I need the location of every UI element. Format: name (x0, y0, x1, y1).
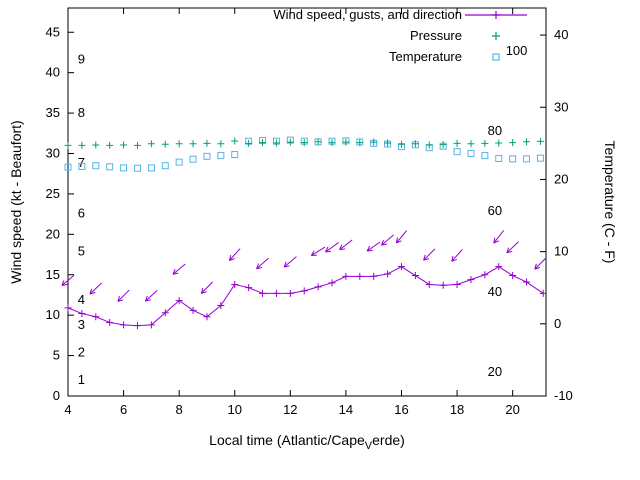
legend-item-wind: Wind speed, gusts, and direction (150, 4, 530, 25)
svg-text:10: 10 (228, 402, 242, 417)
svg-text:0: 0 (554, 316, 561, 331)
svg-text:6: 6 (78, 205, 85, 220)
x-axis-title-subscript: V (364, 439, 373, 452)
svg-text:7: 7 (78, 155, 85, 170)
temperature-square-icon (462, 50, 530, 64)
svg-text:35: 35 (46, 105, 60, 120)
svg-text:12: 12 (283, 402, 297, 417)
wind-gust-vectors (61, 230, 547, 302)
svg-text:100: 100 (506, 43, 528, 58)
legend-item-pressure: Pressure (150, 25, 530, 46)
svg-text:20: 20 (488, 364, 502, 379)
svg-text:10: 10 (46, 307, 60, 322)
svg-text:8: 8 (78, 105, 85, 120)
svg-text:4: 4 (64, 402, 71, 417)
svg-text:60: 60 (488, 203, 502, 218)
x-axis-title-suffix: erde) (372, 432, 405, 448)
svg-text:16: 16 (394, 402, 408, 417)
svg-text:14: 14 (339, 402, 353, 417)
legend: Wind speed, gusts, and direction Pressur… (150, 4, 530, 67)
legend-label-pressure: Pressure (409, 28, 462, 43)
svg-text:15: 15 (46, 267, 60, 282)
y-right-ticks: -10 0 10 20 30 40 (540, 27, 573, 403)
svg-text:20: 20 (46, 226, 60, 241)
svg-text:25: 25 (46, 186, 60, 201)
svg-text:80: 80 (488, 123, 502, 138)
svg-text:18: 18 (450, 402, 464, 417)
svg-text:45: 45 (46, 24, 60, 39)
y-left-axis-title: Wind speed (kt - Beaufort) (8, 120, 24, 284)
svg-text:40: 40 (46, 65, 60, 80)
x-axis-title-prefix: Local time (Atlantic/Cape (209, 432, 365, 448)
svg-text:5: 5 (78, 243, 85, 258)
svg-text:0: 0 (53, 388, 60, 403)
svg-text:5: 5 (53, 348, 60, 363)
wind-line-plus-icon (462, 8, 530, 22)
wind-speed-series (64, 263, 547, 330)
svg-text:30: 30 (46, 146, 60, 161)
y-left-ticks: 0 5 10 15 20 25 30 35 40 45 (46, 24, 74, 403)
fahrenheit-scale-labels: 20 40 60 80 100 (488, 43, 528, 379)
svg-text:30: 30 (554, 99, 568, 114)
svg-text:20: 20 (505, 402, 519, 417)
svg-text:-10: -10 (554, 388, 573, 403)
x-ticks: 4 6 8 10 12 14 16 18 20 (64, 8, 520, 417)
pressure-series (64, 137, 544, 149)
beaufort-scale-labels: 1 2 3 4 5 6 7 8 9 (78, 52, 85, 387)
svg-text:20: 20 (554, 171, 568, 186)
svg-text:2: 2 (78, 344, 85, 359)
svg-text:1: 1 (78, 372, 85, 387)
svg-text:40: 40 (488, 284, 502, 299)
legend-label-wind: Wind speed, gusts, and direction (273, 7, 462, 22)
svg-text:40: 40 (554, 27, 568, 42)
y-right-axis-title: Temperature (C - F) (602, 140, 618, 264)
svg-text:9: 9 (78, 52, 85, 67)
svg-text:6: 6 (120, 402, 127, 417)
x-axis-title: Local time (Atlantic/CapeVerde) (68, 432, 546, 452)
svg-text:10: 10 (554, 244, 568, 259)
plot-frame (67, 7, 547, 397)
pressure-plus-icon (462, 29, 530, 43)
legend-item-temperature: Temperature (150, 46, 530, 67)
svg-text:8: 8 (176, 402, 183, 417)
svg-text:4: 4 (78, 292, 85, 307)
legend-label-temperature: Temperature (389, 49, 462, 64)
svg-text:3: 3 (78, 317, 85, 332)
